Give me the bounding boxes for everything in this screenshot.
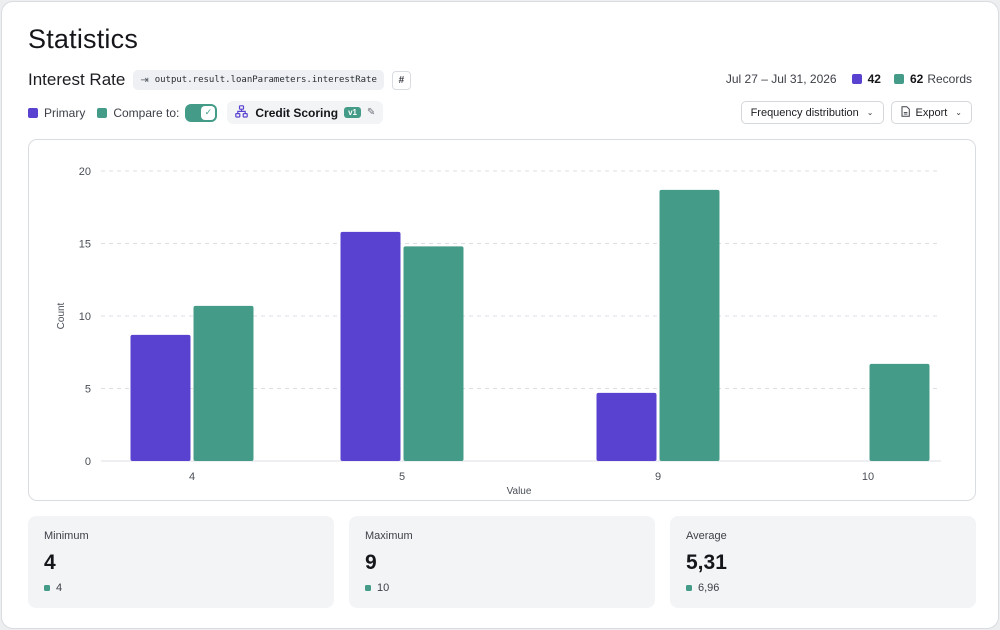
primary-legend-label: Primary bbox=[44, 105, 86, 120]
y-tick-label: 20 bbox=[79, 166, 91, 178]
compare-swatch bbox=[893, 74, 904, 84]
legend-primary: Primary bbox=[28, 106, 85, 120]
model-name: Credit Scoring bbox=[255, 105, 339, 120]
metric-name: Interest Rate bbox=[28, 70, 126, 89]
bar-primary bbox=[596, 392, 657, 461]
stat-value: 4 bbox=[44, 551, 56, 574]
arrow-in-icon: ⇥ bbox=[140, 74, 149, 86]
y-tick-label: 0 bbox=[85, 456, 91, 468]
distribution-label: Frequency distribution bbox=[750, 106, 859, 119]
date-range: Jul 27 – Jul 31, 2026 bbox=[725, 72, 837, 86]
stat-compare: 4 bbox=[44, 582, 62, 594]
compare-legend-label: Compare to: bbox=[113, 105, 180, 120]
metric-path: output.result.loanParameters.interestRat… bbox=[154, 75, 377, 85]
legend-controls: Primary Compare to: ✓ Credit Scoring v1 … bbox=[28, 101, 384, 124]
file-icon bbox=[901, 105, 910, 120]
x-axis-label: Value bbox=[507, 486, 532, 497]
primary-count: 42 bbox=[867, 72, 881, 86]
stat-compare-value: 10 bbox=[377, 582, 390, 594]
legend-compare: Compare to: bbox=[97, 106, 179, 120]
y-tick-label: 10 bbox=[79, 311, 91, 323]
primary-legend-swatch bbox=[28, 107, 38, 118]
frequency-chart: 0 5 10 15 20 Count 4 5 9 10 Value bbox=[28, 139, 976, 501]
chevron-down-icon: ⌄ bbox=[955, 108, 962, 117]
compare-dot bbox=[44, 585, 50, 591]
stat-compare: 6,96 bbox=[686, 582, 719, 594]
metric-path-chip[interactable]: ⇥ output.result.loanParameters.interestR… bbox=[133, 70, 384, 90]
pencil-icon[interactable]: ✎ bbox=[366, 107, 376, 118]
bar-compare bbox=[869, 363, 930, 461]
compare-legend-swatch bbox=[97, 107, 108, 118]
stat-label: Maximum bbox=[365, 530, 413, 542]
hash-icon: # bbox=[398, 74, 405, 86]
chart-svg: 0 5 10 15 20 Count 4 5 9 10 Value bbox=[56, 166, 941, 497]
stat-card-average: Average 5,31 6,96 bbox=[670, 516, 976, 608]
model-chip[interactable]: Credit Scoring v1 ✎ bbox=[227, 101, 384, 124]
bar-compare bbox=[403, 246, 464, 461]
x-tick-label: 5 bbox=[399, 471, 405, 483]
check-icon: ✓ bbox=[201, 105, 216, 120]
bar-primary bbox=[130, 334, 191, 461]
distribution-dropdown[interactable]: Frequency distribution ⌄ bbox=[740, 101, 884, 124]
compare-dot bbox=[365, 585, 371, 591]
model-version-badge: v1 bbox=[344, 107, 361, 118]
stat-compare-value: 4 bbox=[56, 582, 63, 594]
stat-value: 9 bbox=[365, 551, 377, 574]
page-title: Statistics bbox=[28, 24, 139, 54]
export-button[interactable]: Export ⌄ bbox=[890, 101, 972, 124]
stat-value: 5,31 bbox=[686, 551, 727, 574]
x-tick-label: 10 bbox=[862, 471, 874, 483]
stat-label: Average bbox=[686, 530, 727, 542]
compare-dot bbox=[686, 585, 692, 591]
metric-header: Interest Rate ⇥ output.result.loanParame… bbox=[28, 69, 411, 91]
stat-card-minimum: Minimum 4 4 bbox=[28, 516, 334, 608]
y-tick-label: 5 bbox=[85, 384, 91, 396]
bar-primary bbox=[340, 231, 401, 461]
stat-card-maximum: Maximum 9 10 bbox=[349, 516, 655, 608]
primary-swatch bbox=[851, 74, 862, 84]
stat-label: Minimum bbox=[44, 530, 89, 542]
stat-compare: 10 bbox=[365, 582, 389, 594]
records-label: Records bbox=[927, 72, 972, 86]
x-tick-label: 9 bbox=[655, 471, 661, 483]
bar-compare bbox=[193, 305, 254, 461]
bar-compare bbox=[659, 189, 720, 461]
hash-button[interactable]: # bbox=[391, 70, 411, 90]
toolbar: Frequency distribution ⌄ Export ⌄ bbox=[734, 101, 972, 124]
x-tick-label: 4 bbox=[189, 471, 195, 483]
y-tick-label: 15 bbox=[79, 239, 91, 251]
y-axis-label: Count bbox=[56, 302, 67, 329]
record-summary: Jul 27 – Jul 31, 2026 42 62 Records bbox=[726, 72, 972, 86]
export-label: Export bbox=[915, 106, 948, 119]
stat-compare-value: 6,96 bbox=[698, 582, 720, 594]
compare-toggle[interactable]: ✓ bbox=[185, 103, 218, 122]
network-icon bbox=[235, 104, 249, 121]
compare-count: 62 bbox=[909, 72, 924, 86]
chevron-down-icon: ⌄ bbox=[866, 108, 874, 117]
